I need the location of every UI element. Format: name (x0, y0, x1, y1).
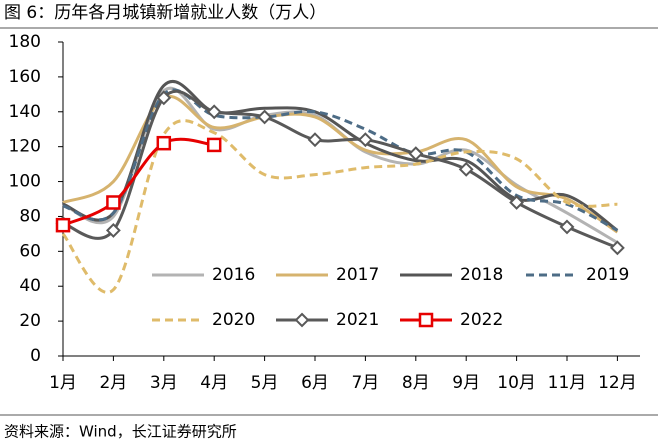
marker-diamond (357, 132, 373, 148)
x-tick-label: 5月 (251, 373, 279, 393)
marker-diamond (294, 312, 310, 328)
series-line (62, 80, 619, 232)
x-tick-label: 7月 (351, 373, 379, 393)
y-tick-label: 20 (19, 311, 41, 331)
x-tick-label: 8月 (402, 373, 430, 393)
legend-label: 2016 (212, 265, 255, 285)
y-tick-label: 80 (19, 206, 41, 226)
x-tick-label: 4月 (200, 373, 228, 393)
marker-diamond (458, 161, 474, 177)
marker-diamond (509, 195, 525, 210)
chart-title: 图 6：历年各月城镇新增就业人数（万人） (4, 3, 326, 23)
marker-square (418, 312, 434, 328)
y-tick-label: 180 (9, 32, 41, 52)
x-tick-label: 6月 (301, 373, 329, 393)
y-tick-label: 160 (9, 67, 41, 87)
y-tick-label: 140 (9, 102, 41, 122)
x-tick-label: 11月 (548, 373, 587, 393)
series-line (61, 119, 618, 294)
marker-diamond (206, 104, 222, 120)
marker-square (55, 217, 71, 233)
y-tick-label: 40 (19, 276, 41, 296)
x-tick-label: 9月 (452, 373, 480, 393)
marker-diamond (559, 219, 575, 235)
legend-label: 2017 (336, 265, 379, 285)
y-tick-label: 60 (19, 241, 41, 261)
series-line (62, 89, 618, 250)
marker-diamond (105, 222, 121, 238)
legend-label: 2022 (460, 310, 503, 330)
legend-label: 2018 (460, 265, 503, 285)
legend-label: 2020 (212, 310, 255, 330)
marker-diamond (408, 146, 424, 162)
y-tick-label: 120 (9, 137, 41, 157)
series-line (62, 86, 619, 244)
source-note: 资料来源：Wind，长江证券研究所 (4, 423, 237, 441)
marker-diamond (307, 132, 323, 148)
x-tick-label: 1月 (49, 373, 77, 393)
legend-label: 2019 (586, 265, 629, 285)
x-tick-label: 3月 (150, 373, 178, 393)
marker-diamond (257, 109, 273, 125)
x-tick-label: 12月 (598, 373, 637, 393)
marker-square (156, 135, 172, 151)
series-line (62, 137, 215, 227)
marker-diamond (156, 90, 172, 106)
y-tick-label: 100 (9, 172, 41, 192)
marker-square (206, 137, 222, 153)
x-tick-label: 10月 (497, 373, 536, 393)
y-tick-label: 0 (30, 346, 41, 366)
legend-label: 2021 (336, 310, 379, 330)
x-tick-label: 2月 (99, 373, 127, 393)
marker-diamond (609, 240, 625, 256)
marker-square (106, 195, 121, 210)
